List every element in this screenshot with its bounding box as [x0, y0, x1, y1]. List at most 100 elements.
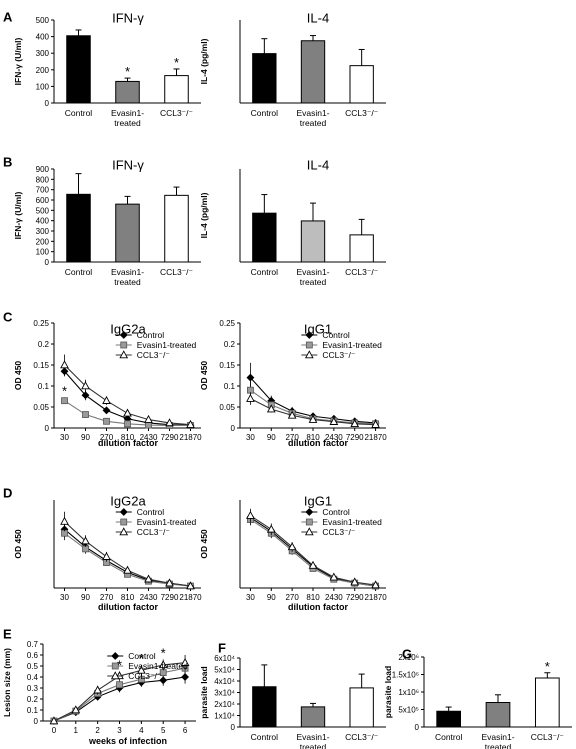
y-tick-label: 2x10⁶	[398, 653, 419, 662]
y-tick-label: 900	[36, 165, 50, 174]
x-category-label: treated	[114, 277, 141, 287]
legend-label: Evasin1-treated	[137, 340, 197, 350]
legend-marker	[305, 508, 314, 516]
x-tick-label: 90	[81, 593, 90, 602]
legend-marker	[120, 518, 128, 526]
y-tick-label: 100	[36, 82, 50, 91]
y-tick-label: 400	[36, 217, 50, 226]
legend-marker	[119, 350, 129, 359]
y-tick-label: 0	[45, 258, 50, 267]
chart-title: IL-4	[307, 11, 329, 26]
legend-marker	[305, 331, 314, 339]
legend-label: Control	[137, 507, 165, 517]
bar	[115, 80, 140, 104]
legend-marker	[304, 350, 314, 359]
data-point	[159, 676, 168, 685]
y-axis-label: IFN-γ (U/ml)	[13, 37, 23, 85]
x-category-label: Evasin1-	[111, 108, 144, 118]
x-tick-label: 4	[139, 726, 144, 735]
x-category-label: Control	[251, 108, 279, 118]
x-tick-label: 90	[81, 433, 90, 442]
y-tick-label: 3x10⁴	[214, 689, 235, 698]
bar	[300, 220, 326, 263]
panel-letter: B	[3, 155, 12, 170]
y-tick-label: 0.2	[27, 695, 39, 704]
data-point	[329, 572, 339, 581]
panel-letter: D	[3, 486, 12, 501]
x-axis-label: weeks of infection	[88, 736, 167, 746]
y-tick-label: 0.2	[38, 340, 50, 349]
legend-marker	[119, 508, 128, 516]
x-tick-label: 1	[74, 726, 79, 735]
bar	[349, 234, 374, 263]
data-point	[246, 510, 255, 519]
data-point	[287, 410, 297, 419]
bar	[164, 194, 189, 263]
y-tick-label: 0.2	[224, 340, 236, 349]
y-tick-label: 100	[36, 248, 50, 257]
panel-letter: E	[3, 627, 12, 642]
y-tick-label: 500	[36, 206, 50, 215]
bar	[534, 677, 560, 728]
legend-label: Control	[322, 507, 350, 517]
y-tick-label: 5x10⁵	[398, 706, 419, 715]
bar	[252, 53, 277, 104]
data-point	[165, 578, 174, 587]
data-point	[116, 681, 123, 689]
x-tick-label: 0	[52, 726, 57, 735]
legend-marker	[111, 662, 119, 670]
data-point	[102, 406, 111, 415]
bar	[66, 193, 91, 263]
data-point	[165, 418, 174, 427]
data-point	[308, 560, 318, 569]
data-point	[181, 673, 189, 681]
legend-marker	[305, 518, 313, 526]
panel-letter: F	[218, 641, 226, 656]
legend-marker	[120, 341, 128, 349]
significance-asterisk: *	[174, 55, 179, 70]
y-tick-label: 0.15	[219, 361, 235, 370]
y-tick-label: 300	[36, 227, 50, 236]
y-tick-label: 2x10⁴	[214, 700, 235, 709]
bar	[485, 702, 511, 728]
legend-label: Evasin1-treated	[137, 517, 197, 527]
bar	[436, 710, 462, 728]
x-category-label: Evasin1-	[296, 732, 329, 742]
x-tick-label: 2430	[140, 433, 158, 442]
data-point	[308, 414, 318, 423]
legend-label: CCL3⁻/⁻	[128, 671, 162, 681]
x-tick-label: 90	[267, 433, 276, 442]
x-category-label: CCL3⁻/⁻	[160, 108, 194, 118]
legend-marker	[119, 527, 129, 536]
bar	[300, 40, 326, 104]
legend-label: Evasin1-treated	[322, 340, 382, 350]
x-tick-label: 270	[285, 433, 299, 442]
legend-label: CCL3⁻/⁻	[137, 350, 171, 360]
y-tick-label: 0.6	[27, 651, 39, 660]
data-point	[93, 685, 103, 694]
data-point	[186, 419, 195, 428]
y-axis-label: OD 450	[13, 361, 23, 391]
x-tick-label: 810	[306, 433, 320, 442]
y-tick-label: 0.3	[27, 684, 39, 693]
y-tick-label: 1x10⁶	[398, 688, 419, 697]
y-tick-label: 0.05	[219, 403, 235, 412]
x-tick-label: 2430	[325, 433, 343, 442]
data-point	[60, 516, 69, 525]
panel-letter: C	[3, 310, 13, 325]
legend-label: CCL3⁻/⁻	[322, 350, 356, 360]
x-category-label: CCL3⁻/⁻	[160, 267, 194, 277]
legend-label: CCL3⁻/⁻	[137, 527, 171, 537]
y-tick-label: 0	[45, 99, 50, 108]
chart-title: IgG1	[304, 494, 332, 509]
legend-label: Control	[137, 330, 165, 340]
y-tick-label: 200	[36, 237, 50, 246]
y-tick-label: 300	[36, 49, 50, 58]
y-tick-label: 0.05	[33, 403, 49, 412]
x-tick-label: 7290	[161, 593, 179, 602]
y-tick-label: 4x10⁴	[214, 677, 235, 686]
legend-label: Control	[128, 651, 156, 661]
x-tick-label: 270	[100, 593, 114, 602]
legend-marker	[111, 652, 120, 660]
x-category-label: Evasin1-	[296, 267, 329, 277]
